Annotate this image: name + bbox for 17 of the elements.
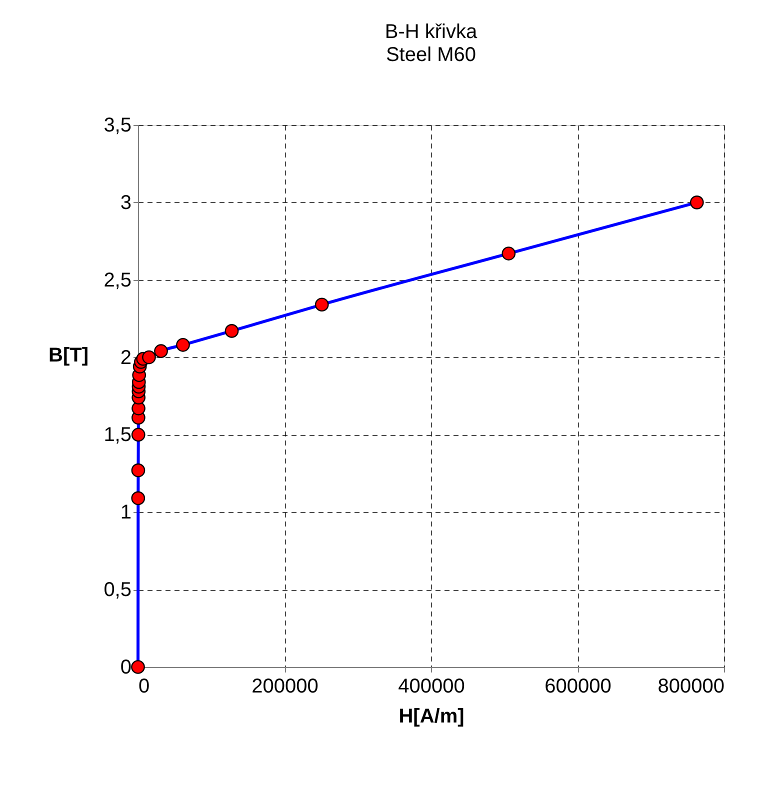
- y-tick-label: 2,5: [104, 269, 132, 292]
- chart-subtitle: Steel M60: [386, 44, 476, 66]
- y-tick-label: 0: [120, 656, 132, 678]
- y-tick-label: 2: [120, 346, 132, 369]
- y-tick-label: 3,5: [104, 114, 132, 136]
- x-tick-label: 800000: [658, 676, 724, 698]
- x-tick-label: 400000: [398, 676, 465, 698]
- chart-title: B-H křivka: [384, 21, 478, 43]
- y-axis-title: B[T]: [48, 344, 88, 366]
- x-tick-label: 600000: [544, 676, 612, 698]
- x-tick-label: 0: [138, 676, 150, 698]
- y-tick-label: 1,5: [104, 424, 132, 446]
- y-tick-label: 0,5: [104, 579, 132, 602]
- x-tick-label: 200000: [252, 676, 318, 698]
- y-tick-label: 3: [120, 192, 132, 214]
- y-tick-label: 1: [120, 502, 132, 524]
- x-axis-title: H[A/m]: [398, 706, 464, 728]
